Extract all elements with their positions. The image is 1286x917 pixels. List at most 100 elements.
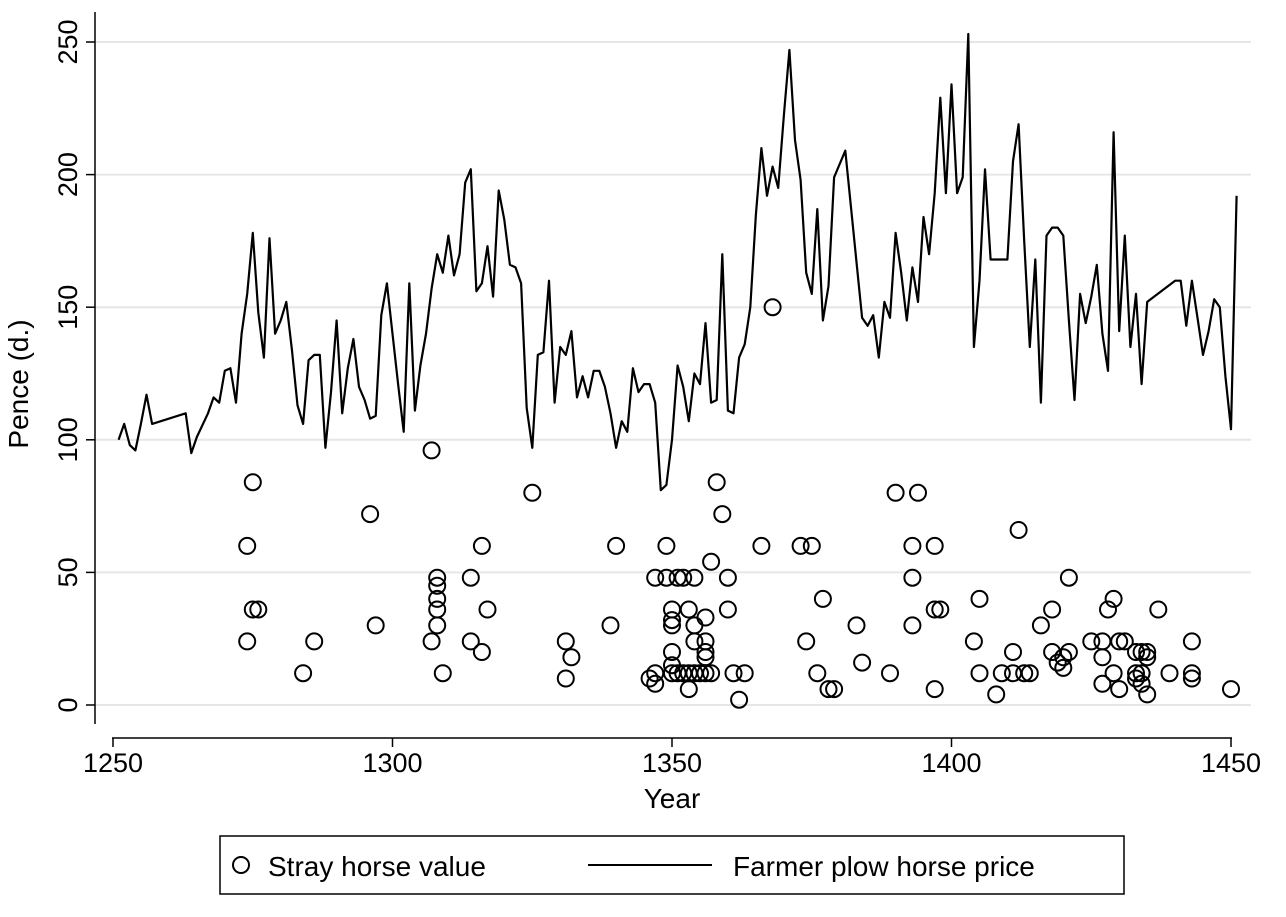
data-point-stray-horse-value [1093, 674, 1112, 693]
data-point-stray-horse-value [1059, 643, 1078, 661]
data-point-stray-horse-value [1082, 632, 1101, 651]
y-tick-label-50: 50 [53, 557, 83, 587]
data-point-stray-horse-value [1149, 600, 1168, 619]
y-tick-label-250: 250 [53, 19, 83, 64]
data-point-stray-horse-value [238, 632, 257, 651]
data-point-stray-horse-value [1015, 664, 1034, 683]
data-point-stray-horse-value [1132, 674, 1151, 693]
data-point-stray-horse-value [1099, 600, 1117, 619]
data-point-stray-horse-value [696, 643, 715, 661]
data-point-stray-horse-value [1115, 632, 1134, 651]
data-point-stray-horse-value [663, 616, 681, 635]
data-point-stray-horse-value [1093, 648, 1112, 667]
data-point-stray-horse-value [243, 473, 262, 492]
data-point-stray-horse-value [294, 664, 313, 683]
data-point-stray-horse-value [1004, 643, 1022, 661]
data-point-stray-horse-value [461, 632, 480, 651]
data-point-stray-horse-value [1138, 648, 1157, 667]
data-point-stray-horse-value [925, 680, 944, 699]
y-axis-ticks: 0 50 100 150 200 250 [53, 19, 95, 713]
data-point-stray-horse-value [718, 568, 737, 587]
data-point-stray-horse-value [825, 680, 844, 699]
legend: Stray horse value Farmer plow horse pric… [219, 835, 1125, 895]
data-point-stray-horse-value [562, 648, 581, 667]
x-tick-label-1250: 1250 [83, 748, 143, 778]
x-tick-label-1400: 1400 [921, 748, 981, 778]
data-point-stray-horse-value [1138, 685, 1157, 704]
y-tick-label-0: 0 [53, 697, 83, 712]
x-tick-label-1450: 1450 [1201, 748, 1261, 778]
data-point-stray-horse-value [1132, 643, 1151, 661]
data-point-stray-horse-value [305, 632, 324, 651]
data-point-stray-horse-value [428, 568, 447, 587]
data-point-stray-horse-value [428, 589, 447, 608]
data-point-stray-horse-value [797, 632, 816, 651]
data-point-stray-horse-value [523, 483, 542, 502]
data-point-stray-horse-value [970, 589, 989, 608]
y-tick-label-150: 150 [53, 285, 83, 330]
data-point-stray-horse-value [422, 441, 441, 460]
data-point-stray-horse-value [1222, 680, 1240, 699]
data-point-stray-horse-value [886, 483, 905, 502]
data-point-stray-horse-value [607, 536, 626, 555]
data-point-stray-horse-value [713, 505, 732, 524]
data-point-stray-horse-value [685, 568, 704, 587]
legend-marker-stray-horse-value [232, 856, 250, 874]
data-point-stray-horse-value [903, 568, 922, 587]
data-point-stray-horse-value [1110, 680, 1129, 699]
data-point-stray-horse-value [663, 643, 681, 661]
axes [94, 12, 1232, 739]
data-point-stray-horse-value [707, 473, 726, 492]
data-point-stray-horse-value [679, 600, 698, 619]
data-point-stray-horse-value [1048, 653, 1067, 672]
data-point-stray-horse-value [1059, 568, 1078, 587]
data-point-stray-horse-value [361, 505, 380, 524]
data-point-stray-horse-value [1104, 589, 1123, 608]
data-point-stray-horse-value [1043, 600, 1062, 619]
legend-label-stray-horse-value: Stray horse value [268, 851, 486, 882]
data-point-stray-horse-value [847, 616, 866, 635]
data-point-stray-horse-value [243, 600, 262, 619]
data-point-stray-horse-value [1127, 664, 1145, 683]
data-point-stray-horse-value [925, 600, 944, 619]
data-point-stray-horse-value [718, 600, 737, 619]
data-point-stray-horse-value [819, 680, 838, 699]
data-point-stray-horse-value [472, 643, 491, 661]
data-point-stray-horse-value [685, 616, 704, 635]
plow-horse-price-series [117, 32, 1238, 492]
data-point-stray-horse-value [1132, 664, 1151, 683]
data-point-stray-horse-value [1182, 664, 1201, 683]
data-point-stray-horse-value [556, 632, 575, 651]
data-point-stray-horse-value [791, 536, 810, 555]
data-point-stray-horse-value [1031, 616, 1050, 635]
data-point-stray-horse-value [646, 674, 665, 693]
legend-label-farmer-plow-horse-price: Farmer plow horse price [733, 851, 1035, 882]
data-point-stray-horse-value [702, 552, 721, 571]
data-point-stray-horse-value [802, 536, 821, 555]
series-line-farmer-plow-horse-price [117, 32, 1238, 492]
y-axis-title: Pence (d.) [3, 319, 34, 448]
data-point-stray-horse-value [238, 536, 257, 555]
data-point-stray-horse-value [1054, 658, 1073, 677]
data-point-stray-horse-value [696, 664, 715, 683]
data-point-stray-horse-value [640, 669, 659, 688]
data-point-stray-horse-value [696, 608, 715, 627]
data-point-stray-horse-value [657, 536, 676, 555]
data-point-stray-horse-value [663, 611, 681, 630]
data-point-stray-horse-value [735, 664, 754, 683]
data-point-stray-horse-value [249, 600, 268, 619]
data-point-stray-horse-value [646, 568, 665, 587]
data-point-stray-horse-value [992, 664, 1011, 683]
data-point-stray-horse-value [763, 298, 782, 317]
data-point-stray-horse-value [679, 680, 698, 699]
data-point-stray-horse-value [813, 589, 832, 608]
data-point-stray-horse-value [964, 632, 983, 651]
data-point-stray-horse-value [1020, 664, 1039, 683]
data-point-stray-horse-value [428, 616, 447, 635]
gridlines [95, 41, 1251, 706]
data-point-stray-horse-value [685, 632, 704, 651]
data-point-stray-horse-value [987, 685, 1006, 704]
data-point-stray-horse-value [366, 616, 385, 635]
data-point-stray-horse-value [702, 664, 721, 683]
data-point-stray-horse-value [925, 536, 944, 555]
